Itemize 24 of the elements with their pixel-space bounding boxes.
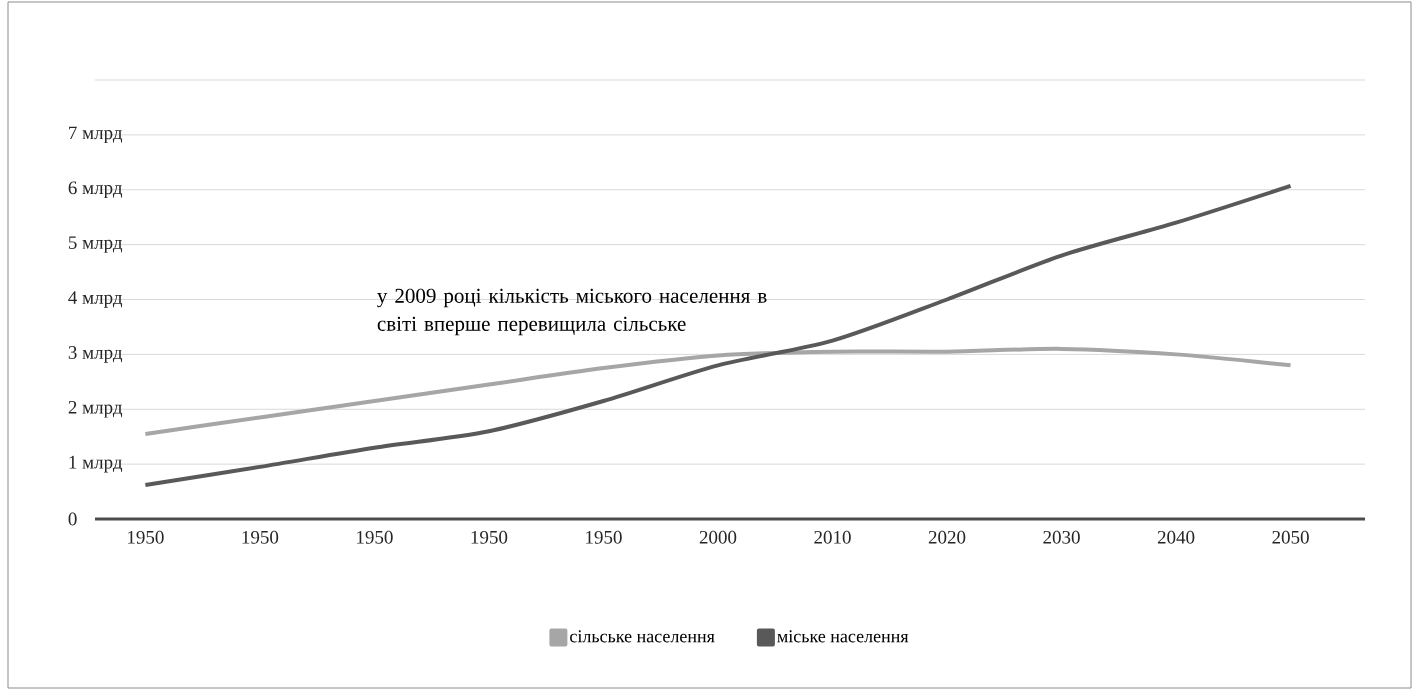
annotation: у 2009 році кількість міського населення в світі вперше перевищила сільське (377, 288, 767, 336)
y-tick-label: 2 млрд (68, 400, 123, 418)
y-tick-label: 4 млрд (68, 291, 123, 308)
x-tick-label: 2030 (1043, 530, 1080, 544)
x-tick-label: 2000 (699, 530, 737, 544)
x-tick-label: 1950 (471, 530, 508, 544)
x-tick-label: 2020 (928, 530, 966, 544)
x-tick-label: 1950 (357, 530, 393, 544)
x-tick-label: 2010 (814, 530, 851, 544)
y-tick-label: 3 млрд (68, 346, 123, 363)
y-tick-label: 5 млрд (68, 236, 123, 253)
x-tick-label: 2050 (1272, 530, 1309, 544)
y-tick-label: 0 (68, 512, 77, 526)
line-series (143, 183, 1293, 487)
x-tick-label: 2040 (1157, 530, 1195, 544)
y-tick-label: 6 млрд (68, 181, 123, 199)
line-series (143, 346, 1293, 436)
legend-label: міське населення (777, 630, 909, 643)
x-tick-label: 1950 (242, 530, 279, 544)
x-tick-label: 1950 (586, 530, 622, 544)
y-tick-label: 7 млрд (69, 126, 123, 144)
y-tick-label: 1 млрд (69, 455, 123, 473)
legend-label: сільське населення (570, 630, 715, 643)
x-tick-label: 1950 (128, 530, 164, 544)
